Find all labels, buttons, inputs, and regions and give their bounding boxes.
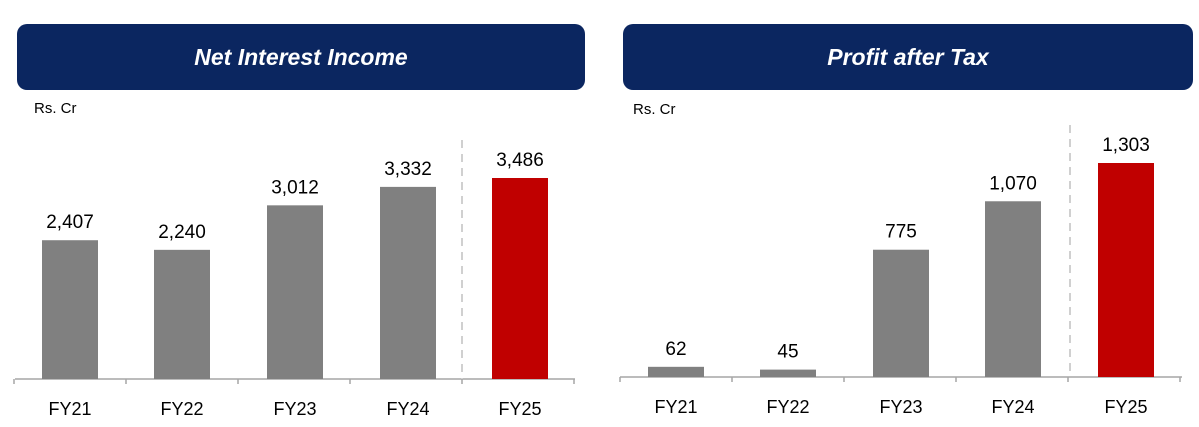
bar-pat-fy22 <box>760 369 816 377</box>
bar-nii-fy22 <box>154 249 210 379</box>
x-tick-label-pat-fy23: FY23 <box>879 397 922 417</box>
chart-title-net-interest-income: Net Interest Income <box>17 24 585 90</box>
x-tick-label-pat-fy24: FY24 <box>991 397 1034 417</box>
bar-pat-fy24 <box>985 201 1041 377</box>
bar-nii-fy24 <box>380 186 436 379</box>
data-label-pat-fy25: 1,303 <box>1102 135 1150 156</box>
bar-pat-fy21 <box>648 366 704 377</box>
data-label-pat-fy22: 45 <box>777 342 798 363</box>
bar-pat-fy23 <box>873 249 929 377</box>
data-label-nii-fy24: 3,332 <box>384 159 432 180</box>
x-tick-label-nii-fy22: FY22 <box>160 399 203 419</box>
unit-label-nii: Rs. Cr <box>34 100 77 117</box>
data-label-nii-fy22: 2,240 <box>158 222 206 243</box>
x-tick-label-nii-fy25: FY25 <box>498 399 541 419</box>
data-label-nii-fy23: 3,012 <box>271 177 319 198</box>
x-tick-label-nii-fy24: FY24 <box>386 399 429 419</box>
data-label-pat-fy24: 1,070 <box>989 173 1037 194</box>
unit-label-pat: Rs. Cr <box>633 101 676 118</box>
x-tick-label-nii-fy23: FY23 <box>273 399 316 419</box>
data-label-pat-fy23: 775 <box>885 222 917 243</box>
x-tick-label-pat-fy22: FY22 <box>766 397 809 417</box>
bar-pat-fy25 <box>1098 163 1154 377</box>
bar-nii-fy21 <box>42 240 98 379</box>
data-label-nii-fy21: 2,407 <box>46 212 94 233</box>
x-tick-label-nii-fy21: FY21 <box>48 399 91 419</box>
data-label-pat-fy21: 62 <box>665 339 686 360</box>
x-tick-label-pat-fy21: FY21 <box>654 397 697 417</box>
x-tick-label-pat-fy25: FY25 <box>1104 397 1147 417</box>
bar-nii-fy23 <box>267 205 323 379</box>
bar-nii-fy25 <box>492 178 548 379</box>
chart-title-profit-after-tax: Profit after Tax <box>623 24 1193 90</box>
data-label-nii-fy25: 3,486 <box>496 150 544 171</box>
